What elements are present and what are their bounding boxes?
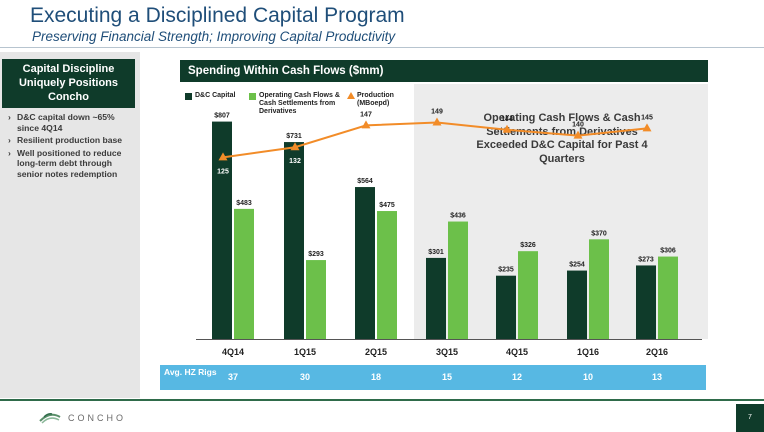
production-marker	[573, 130, 583, 139]
legend-dc: D&C Capital	[185, 92, 236, 100]
production-marker	[361, 120, 371, 129]
data-label: $306	[660, 248, 676, 255]
footer-line	[0, 399, 764, 401]
bar-dc-capital	[355, 187, 375, 339]
production-label: 149	[431, 109, 443, 116]
bar-cash-flows	[306, 260, 326, 339]
bar-cash-flows	[658, 256, 678, 339]
data-label: $731	[286, 133, 302, 140]
bullet-item: Resilient production base	[8, 135, 134, 146]
page-number: 7	[736, 404, 764, 432]
production-marker	[290, 142, 300, 151]
data-label: $301	[428, 249, 444, 256]
x-axis-line	[196, 339, 702, 340]
production-label: 145	[641, 114, 653, 121]
legend-prod: Production (MBoepd)	[347, 92, 409, 108]
legend-label-ocf: Operating Cash Flows & Cash Settlements …	[259, 92, 340, 115]
x-tick-label: 2Q16	[646, 347, 668, 357]
x-tick-label: 1Q16	[577, 347, 599, 357]
bullet-item: Well positioned to reduce long-term debt…	[8, 148, 134, 180]
production-label: 144	[501, 116, 513, 123]
bullet-item: D&C capital down ~65% since 4Q14	[8, 112, 134, 133]
x-tick-label: 4Q15	[506, 347, 528, 357]
bar-dc-capital	[426, 257, 446, 339]
production-marker	[502, 124, 512, 133]
data-label: $483	[236, 200, 252, 207]
left-panel-heading: Capital Discipline Uniquely Positions Co…	[2, 59, 135, 108]
legend-marker-prod	[347, 92, 355, 99]
data-label: $293	[308, 251, 324, 258]
data-label: $370	[591, 230, 607, 237]
data-label: $235	[498, 267, 514, 274]
rig-value: 12	[511, 372, 522, 382]
rig-value: 10	[582, 372, 593, 382]
x-tick-label: 3Q15	[436, 347, 458, 357]
rigs-label: Avg. HZ Rigs	[164, 367, 217, 377]
bar-cash-flows	[377, 211, 397, 339]
rig-value: 37	[227, 372, 238, 382]
callout-text: Operating Cash Flows & Cash Settlements …	[476, 112, 648, 165]
concho-logo-icon	[39, 413, 61, 424]
bar-dc-capital	[212, 121, 232, 339]
x-tick-label: 4Q14	[222, 347, 244, 357]
x-tick-label: 2Q15	[365, 347, 387, 357]
page-subtitle: Preserving Financial Strength; Improving…	[32, 29, 396, 44]
data-label: $564	[357, 178, 373, 185]
bar-dc-capital	[496, 275, 516, 339]
header-rule	[0, 47, 764, 48]
data-label: $326	[520, 242, 536, 249]
bar-dc-capital	[567, 270, 587, 339]
production-label: 140	[572, 122, 584, 129]
production-label: 132	[289, 158, 301, 165]
production-label: 147	[360, 111, 372, 118]
data-label: $273	[638, 256, 654, 263]
legend-swatch-ocf	[249, 93, 256, 100]
bar-cash-flows	[448, 221, 468, 339]
x-tick-label: 1Q15	[294, 347, 316, 357]
bar-cash-flows	[518, 251, 538, 339]
legend-label-prod: Production (MBoepd)	[357, 92, 394, 107]
rig-value: 13	[651, 372, 662, 382]
chart-header: Spending Within Cash Flows ($mm)	[180, 60, 708, 82]
brand-name: CONCHO	[68, 413, 126, 423]
production-marker	[218, 152, 228, 161]
production-marker	[642, 123, 652, 132]
rigs-row: Avg. HZ Rigs 37 30 18 15 12 10 13	[160, 365, 706, 390]
page-title: Executing a Disciplined Capital Program	[30, 4, 405, 27]
bar-dc-capital	[636, 265, 656, 339]
production-label: 125	[217, 168, 229, 175]
bar-cash-flows	[589, 239, 609, 339]
rig-value: 18	[370, 372, 381, 382]
production-marker	[432, 117, 442, 126]
data-label: $436	[450, 213, 466, 220]
left-panel	[0, 52, 140, 398]
legend-swatch-dc	[185, 93, 192, 100]
rig-value: 30	[299, 372, 310, 382]
legend-label-dc: D&C Capital	[195, 92, 236, 99]
bullet-list: D&C capital down ~65% since 4Q14 Resilie…	[8, 112, 134, 182]
data-label: $475	[379, 202, 395, 209]
bar-dc-capital	[284, 142, 304, 339]
legend-ocf: Operating Cash Flows & Cash Settlements …	[249, 92, 351, 116]
data-label: $807	[214, 113, 230, 120]
rig-value: 15	[441, 372, 452, 382]
bar-cash-flows	[234, 208, 254, 339]
data-label: $254	[569, 262, 585, 269]
